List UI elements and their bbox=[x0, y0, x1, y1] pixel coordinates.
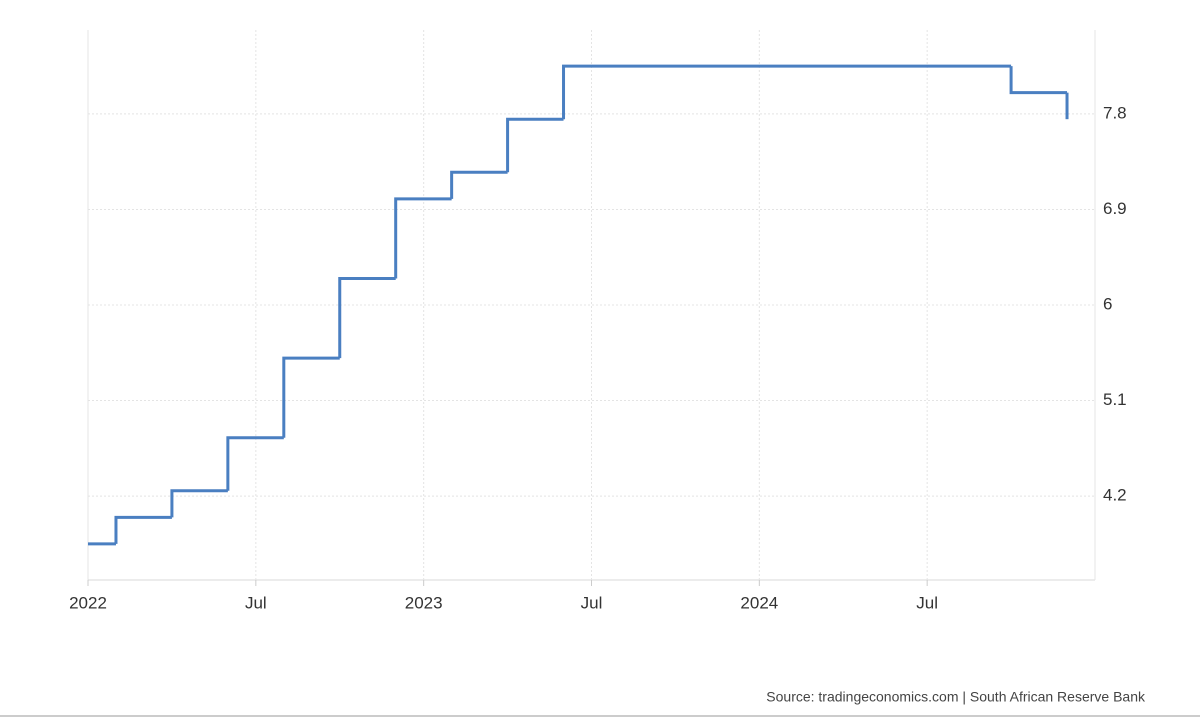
line-segment bbox=[562, 64, 1012, 120]
x-tick-label: Jul bbox=[245, 593, 267, 612]
line-segment bbox=[394, 197, 452, 279]
x-tick-label: Jul bbox=[916, 593, 938, 612]
line-segment bbox=[282, 356, 340, 438]
source-note: Source: tradingeconomics.com | South Afr… bbox=[766, 689, 1146, 705]
line-segment bbox=[506, 117, 564, 173]
x-tick-label: 2022 bbox=[69, 593, 107, 612]
line-segment bbox=[1009, 66, 1068, 95]
line-segment bbox=[450, 170, 508, 199]
x-tick-label: Jul bbox=[581, 593, 603, 612]
x-tick-label: 2024 bbox=[740, 593, 778, 612]
y-tick-label: 4.2 bbox=[1103, 486, 1127, 505]
y-tick-label: 6.9 bbox=[1103, 199, 1127, 218]
line-segment bbox=[338, 276, 396, 359]
y-tick-label: 5.1 bbox=[1103, 390, 1127, 409]
line-segment bbox=[226, 436, 284, 491]
line-segment bbox=[170, 489, 228, 518]
y-tick-label: 7.8 bbox=[1103, 103, 1127, 122]
line-segment bbox=[114, 515, 172, 544]
x-tick-label: 2023 bbox=[405, 593, 443, 612]
y-tick-label: 6 bbox=[1103, 294, 1112, 313]
